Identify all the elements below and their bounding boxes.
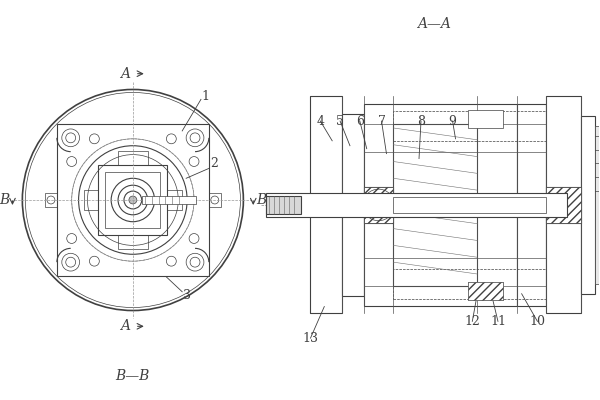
Bar: [469, 282, 503, 300]
Bar: [83, 190, 98, 210]
Text: B: B: [0, 193, 10, 207]
Text: 10: 10: [529, 315, 545, 328]
Bar: [364, 187, 394, 223]
Text: A: A: [120, 319, 130, 333]
Bar: [98, 166, 167, 234]
Bar: [564, 96, 581, 314]
Circle shape: [129, 196, 137, 204]
Bar: [547, 96, 581, 314]
Text: 5: 5: [336, 114, 344, 128]
Bar: [118, 151, 148, 166]
Text: 12: 12: [464, 315, 480, 328]
Bar: [342, 114, 364, 296]
Bar: [209, 193, 221, 207]
Text: 9: 9: [449, 114, 457, 128]
Bar: [469, 282, 503, 300]
Bar: [547, 187, 581, 223]
Bar: [595, 126, 600, 284]
Text: 8: 8: [417, 114, 425, 128]
Text: B: B: [256, 193, 266, 207]
Bar: [517, 104, 547, 306]
Bar: [394, 111, 547, 141]
Bar: [142, 196, 196, 204]
Bar: [394, 197, 547, 213]
Text: 6: 6: [356, 114, 364, 128]
Text: 13: 13: [302, 332, 319, 345]
Bar: [342, 114, 364, 296]
Bar: [581, 116, 595, 294]
Bar: [310, 96, 342, 314]
Text: A: A: [120, 67, 130, 81]
Bar: [57, 124, 209, 276]
Text: 3: 3: [183, 289, 191, 302]
Text: B—B: B—B: [116, 369, 150, 383]
Text: 7: 7: [377, 114, 385, 128]
Bar: [118, 234, 148, 249]
Bar: [517, 104, 547, 306]
Bar: [310, 96, 342, 314]
Text: 1: 1: [202, 90, 210, 103]
Bar: [266, 193, 567, 217]
Bar: [45, 193, 57, 207]
Bar: [364, 104, 517, 306]
Bar: [547, 96, 564, 314]
Bar: [364, 187, 394, 223]
Text: 2: 2: [210, 157, 218, 170]
Text: 11: 11: [490, 315, 506, 328]
Text: A—A: A—A: [417, 17, 451, 31]
Bar: [105, 172, 160, 228]
Bar: [364, 104, 394, 306]
Bar: [394, 124, 477, 286]
Bar: [469, 110, 503, 128]
Bar: [167, 190, 182, 210]
Text: 4: 4: [316, 114, 325, 128]
Bar: [547, 187, 581, 223]
Bar: [266, 196, 301, 214]
Bar: [394, 269, 547, 299]
Bar: [394, 124, 477, 286]
